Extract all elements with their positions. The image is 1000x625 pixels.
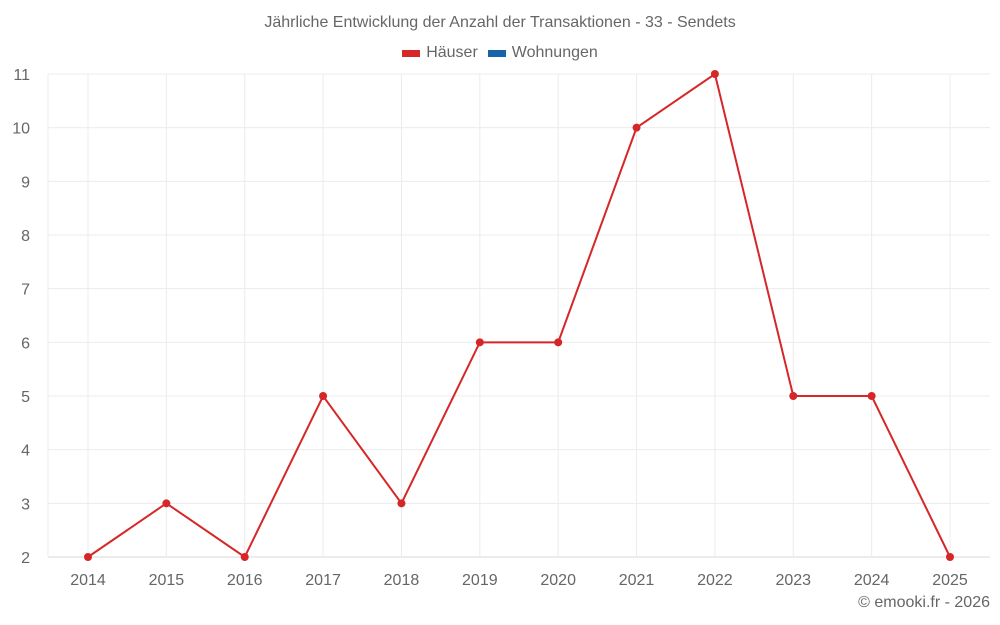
legend-label-wohnungen: Wohnungen: [511, 44, 598, 61]
legend-item-haeuser[interactable]: Häuser: [402, 44, 478, 62]
data-point: [319, 392, 328, 400]
y-tick-label: 7: [21, 282, 30, 299]
x-tick-label: 2025: [932, 572, 968, 589]
y-tick-label: 3: [21, 496, 30, 513]
y-tick-label: 11: [13, 67, 30, 84]
x-tick-label: 2017: [305, 572, 341, 589]
data-point: [946, 553, 954, 561]
y-tick-label: 8: [21, 228, 30, 245]
y-tick-label: 2: [21, 550, 30, 567]
y-tick-label: 4: [21, 443, 30, 460]
data-point: [84, 553, 92, 561]
legend-label-haeuser: Häuser: [426, 44, 478, 61]
x-tick-label: 2020: [540, 572, 576, 589]
x-tick-label: 2015: [149, 572, 185, 589]
y-tick-label: 5: [21, 389, 30, 406]
y-tick-label: 10: [12, 121, 30, 138]
data-point: [162, 499, 171, 508]
data-point: [240, 553, 249, 561]
legend: Häuser Wohnungen: [0, 44, 1000, 62]
series-line: [87, 72, 951, 559]
chart-title: Jährliche Entwicklung der Anzahl der Tra…: [264, 14, 736, 31]
y-tick-label: 6: [21, 335, 30, 352]
x-tick-label: 2024: [854, 572, 890, 589]
data-point: [632, 123, 641, 132]
legend-swatch-wohnungen: [487, 49, 506, 57]
x-tick-label: 2014: [70, 572, 106, 589]
data-point: [475, 338, 484, 347]
data-point: [867, 392, 876, 400]
x-tick-label: 2016: [227, 572, 263, 589]
data-point: [710, 70, 719, 78]
data-point: [397, 499, 406, 508]
data-point: [789, 392, 798, 400]
x-tick-label: 2018: [384, 572, 420, 589]
credit-text: © emooki.fr - 2026: [858, 594, 990, 611]
x-tick-label: 2023: [775, 572, 811, 589]
legend-swatch-haeuser: [402, 49, 421, 57]
x-tick-label: 2022: [697, 572, 733, 589]
x-tick-label: 2021: [619, 572, 655, 589]
x-tick-label: 2019: [462, 572, 498, 589]
legend-item-wohnungen[interactable]: Wohnungen: [487, 44, 598, 62]
data-point: [554, 338, 563, 347]
y-tick-label: 9: [21, 174, 30, 191]
